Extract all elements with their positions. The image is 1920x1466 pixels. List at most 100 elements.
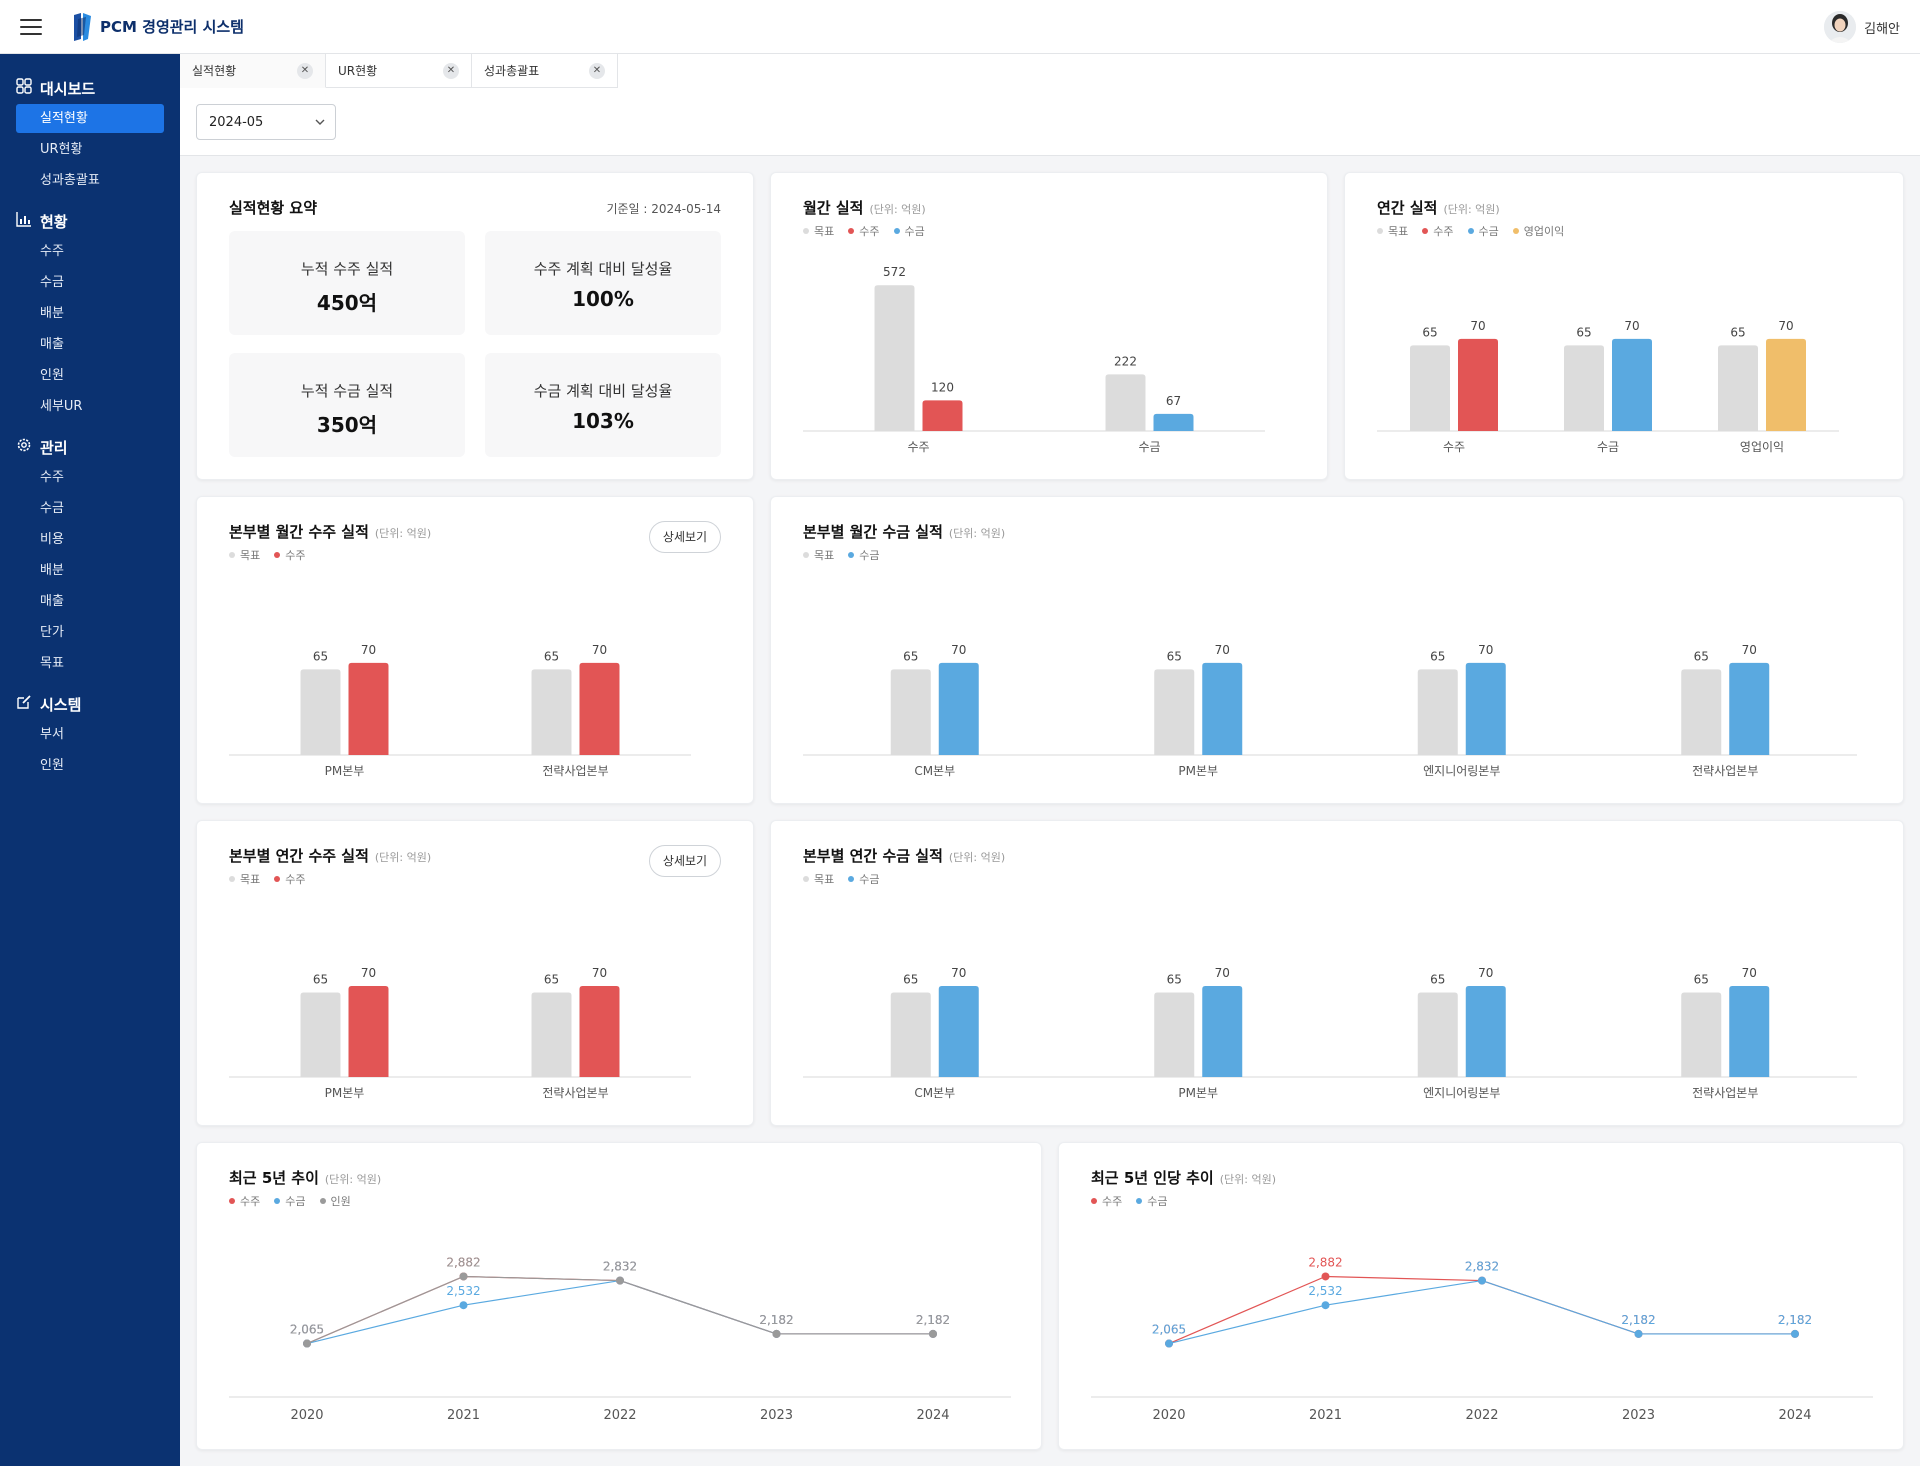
sidebar-item-1-5[interactable]: 세부UR xyxy=(40,399,83,414)
sidebar-item-2-4[interactable]: 매출 xyxy=(40,594,64,609)
bar-2-0[interactable] xyxy=(1417,992,1458,1078)
sidebar-item-2-0[interactable]: 수주 xyxy=(40,470,64,485)
data-label: 2,532 xyxy=(446,1284,480,1298)
legend-item: 수주 xyxy=(229,1193,260,1209)
avatar xyxy=(1824,11,1857,43)
sidebar-item-1-4[interactable]: 인원 xyxy=(40,368,64,383)
bar-1-1[interactable] xyxy=(579,986,620,1077)
bar-1-1[interactable] xyxy=(1612,338,1652,431)
data-point[interactable] xyxy=(616,1276,624,1285)
sidebar-item-2-1[interactable]: 수금 xyxy=(40,501,64,516)
bar-0-0[interactable] xyxy=(890,669,931,755)
data-point[interactable] xyxy=(459,1301,468,1310)
category-label: PM본부 xyxy=(325,764,365,778)
bar-0-1[interactable] xyxy=(348,662,389,755)
period-select[interactable]: 2024-05 xyxy=(196,104,336,140)
chart-title: 본부별 연간 수금 실적 xyxy=(803,847,943,865)
sidebar-item-3-1[interactable]: 인원 xyxy=(40,758,64,773)
sidebar-item-2-6[interactable]: 목표 xyxy=(40,656,64,671)
sidebar-item-0-0[interactable]: 실적현황 xyxy=(16,104,164,133)
chart-title: 최근 5년 인당 추이 xyxy=(1091,1169,1214,1187)
nav-section-1[interactable]: 현황 xyxy=(0,207,180,235)
sidebar-item-1-3[interactable]: 매출 xyxy=(40,337,64,352)
app-logo[interactable]: PCM 경영관리 시스템 xyxy=(72,12,244,41)
data-label: 2,182 xyxy=(759,1313,793,1327)
data-point[interactable] xyxy=(303,1339,311,1348)
detail-button[interactable]: 상세보기 xyxy=(649,521,721,553)
bar-0-0[interactable] xyxy=(874,285,915,431)
bar-2-0[interactable] xyxy=(1718,345,1758,431)
bar-0-1[interactable] xyxy=(348,986,389,1077)
menu-icon[interactable] xyxy=(20,18,42,35)
data-point[interactable] xyxy=(459,1272,468,1281)
sidebar-item-1-1[interactable]: 수금 xyxy=(40,275,64,290)
sidebar-item-0-2[interactable]: 성과총괄표 xyxy=(40,173,100,188)
legend-swatch xyxy=(893,228,900,234)
bar-2-1[interactable] xyxy=(1465,662,1506,755)
sidebar-item-2-3[interactable]: 배분 xyxy=(40,563,64,578)
data-point[interactable] xyxy=(929,1329,937,1338)
card-title: 최근 5년 인당 추이 (단위: 억원) xyxy=(1091,1167,1276,1188)
tab-performance[interactable]: 실적현황 ✕ xyxy=(180,54,326,88)
user-menu[interactable]: 김해안 xyxy=(1824,11,1900,43)
bar-0-0[interactable] xyxy=(300,992,341,1078)
bar-0-1[interactable] xyxy=(922,400,963,431)
chart-title: 본부별 월간 수금 실적 xyxy=(803,523,943,541)
bar-0-0[interactable] xyxy=(1410,345,1450,431)
bar-2-1[interactable] xyxy=(1766,338,1806,431)
bar-0-1[interactable] xyxy=(938,986,979,1077)
bar-1-0[interactable] xyxy=(1105,374,1146,431)
bar-1-1[interactable] xyxy=(1202,662,1243,755)
data-label: 65 xyxy=(1694,973,1709,987)
bar-3-1[interactable] xyxy=(1729,986,1770,1077)
data-point[interactable] xyxy=(772,1329,781,1338)
sidebar-item-1-0[interactable]: 수주 xyxy=(40,244,64,259)
nav-section-3[interactable]: 시스템 xyxy=(0,690,180,718)
nav-section-2[interactable]: 관리 xyxy=(0,433,180,461)
sidebar-item-0-1[interactable]: UR현황 xyxy=(40,142,83,157)
close-icon[interactable]: ✕ xyxy=(589,62,605,79)
close-icon[interactable]: ✕ xyxy=(443,62,459,79)
data-label: 70 xyxy=(1778,319,1793,333)
bar-3-0[interactable] xyxy=(1681,669,1722,755)
data-label: 2,182 xyxy=(1778,1313,1812,1327)
legend-swatch xyxy=(1422,228,1429,234)
bar-0-0[interactable] xyxy=(300,669,341,755)
sidebar-item-2-2[interactable]: 비용 xyxy=(40,532,64,547)
bar-0-1[interactable] xyxy=(938,662,979,755)
data-point[interactable] xyxy=(1791,1329,1799,1338)
category-label: 엔지니어링본부 xyxy=(1423,1086,1500,1100)
detail-button[interactable]: 상세보기 xyxy=(649,845,721,877)
bar-1-0[interactable] xyxy=(1564,345,1604,431)
bar-0-1[interactable] xyxy=(1458,338,1498,431)
bar-2-1[interactable] xyxy=(1465,986,1506,1077)
legend-item: 수주 xyxy=(274,871,306,887)
sidebar-item-2-5[interactable]: 단가 xyxy=(40,625,64,640)
bar-1-1[interactable] xyxy=(579,662,620,755)
chart-svg: 572 120 수주 222 67 수금 xyxy=(803,265,1265,454)
bar-3-0[interactable] xyxy=(1681,992,1722,1078)
bar-1-1[interactable] xyxy=(1153,413,1194,431)
bar-3-1[interactable] xyxy=(1729,662,1770,755)
data-point[interactable] xyxy=(1321,1272,1330,1281)
bar-2-0[interactable] xyxy=(1417,669,1458,755)
edit-icon xyxy=(16,694,32,714)
bar-1-0[interactable] xyxy=(531,669,572,755)
close-icon[interactable]: ✕ xyxy=(297,62,313,79)
chart-svg: 65 70 CM본부 65 70 PM본부 65 70 엔지니어링본부 65 70 전략사업본부 xyxy=(803,966,1857,1100)
data-point[interactable] xyxy=(1165,1339,1173,1348)
data-point[interactable] xyxy=(1321,1301,1330,1310)
nav-section-0[interactable]: 대시보드 xyxy=(0,74,180,102)
legend-label: 목표 xyxy=(240,549,261,562)
data-point[interactable] xyxy=(1634,1329,1643,1338)
sidebar-item-3-0[interactable]: 부서 xyxy=(40,727,64,742)
bar-1-0[interactable] xyxy=(531,992,572,1078)
tab-ur-status[interactable]: UR현황 ✕ xyxy=(326,54,472,88)
bar-1-0[interactable] xyxy=(1154,992,1195,1078)
sidebar-item-1-2[interactable]: 배분 xyxy=(40,306,64,321)
data-point[interactable] xyxy=(1478,1276,1486,1285)
tab-performance-summary[interactable]: 성과총괄표 ✕ xyxy=(472,54,618,88)
bar-0-0[interactable] xyxy=(890,992,931,1078)
bar-1-0[interactable] xyxy=(1154,669,1195,755)
bar-1-1[interactable] xyxy=(1202,986,1243,1077)
